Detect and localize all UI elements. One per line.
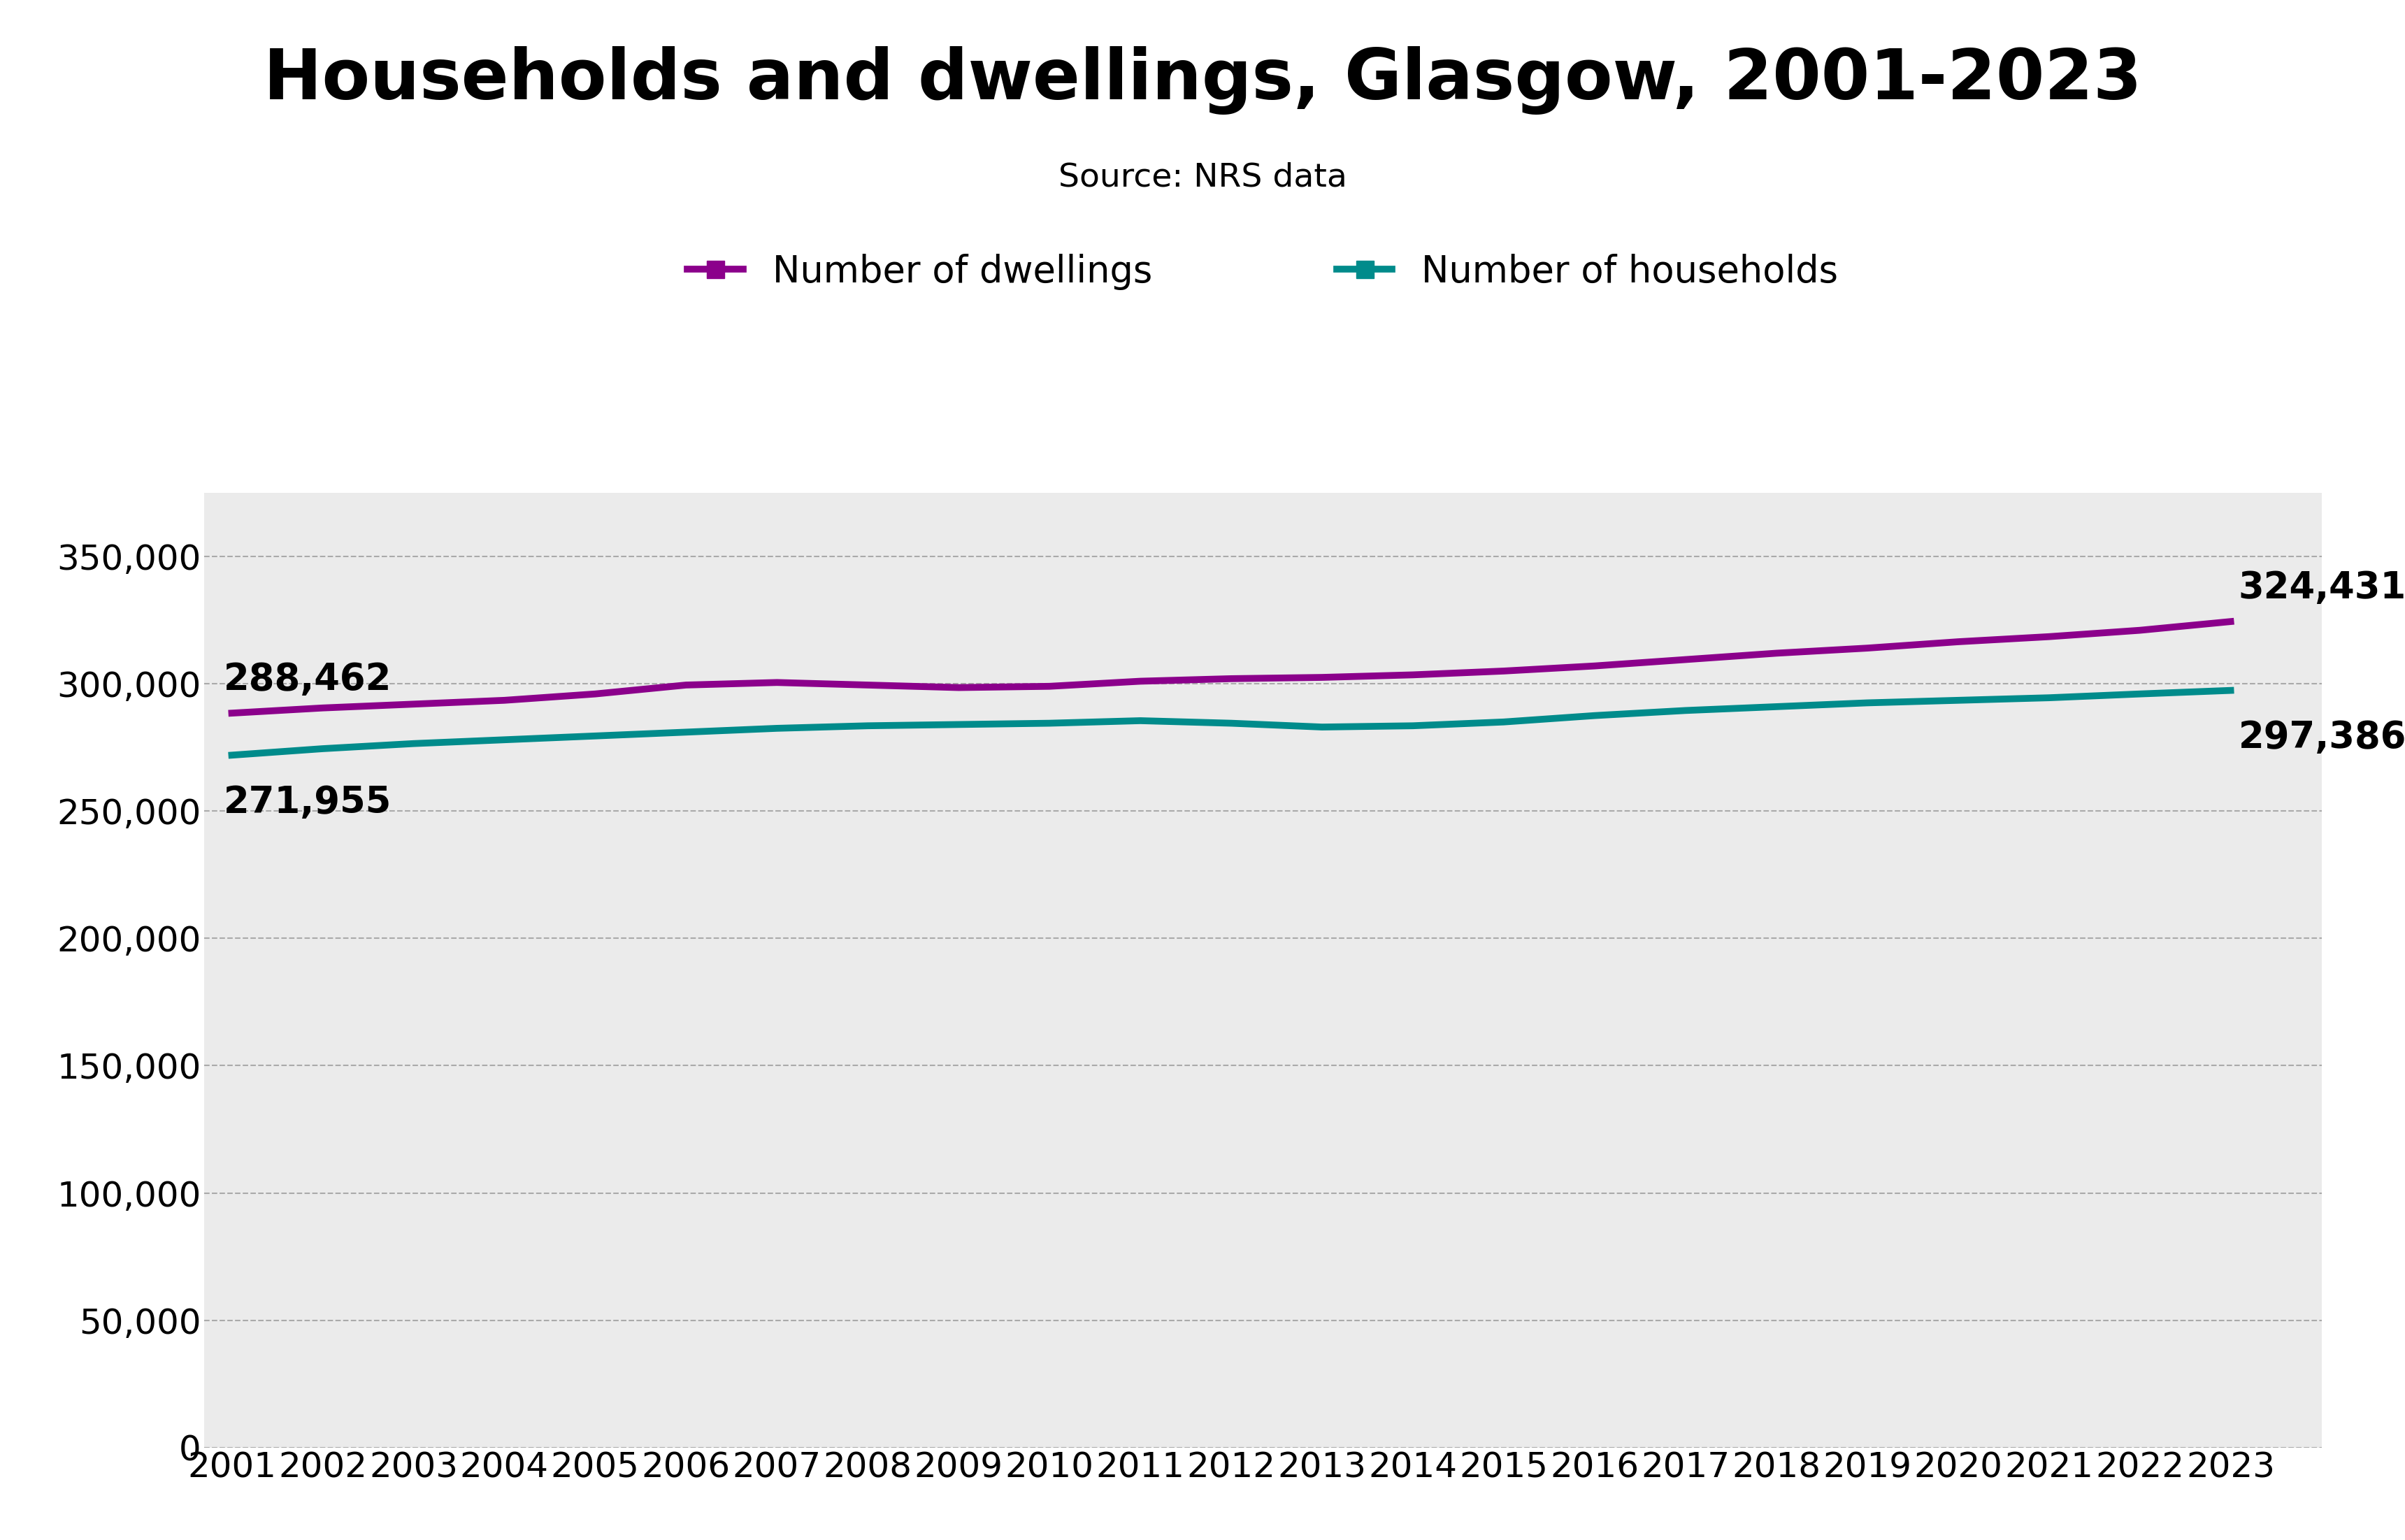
Number of households [1489,713,1518,732]
Number of dwellings [1671,650,1700,668]
Number of dwellings [854,676,883,695]
Number of dwellings [1852,639,1881,658]
Number of households [1397,716,1426,735]
Number of households [1852,693,1881,711]
Number of dwellings [762,673,791,691]
Number of households [1034,715,1063,733]
Number of households [216,745,245,764]
Line: Number of dwellings: Number of dwellings [231,622,2229,713]
Number of households [1580,707,1609,725]
Number of households [2124,685,2152,704]
Text: Source: NRS data: Source: NRS data [1058,162,1347,192]
Number of households [399,735,428,753]
Number of dwellings [1126,671,1154,690]
Number of households [762,719,791,738]
Number of dwellings [308,699,337,718]
Number of households [1308,718,1337,736]
Number of dwellings [1580,656,1609,675]
Number of dwellings [216,704,245,722]
Text: 297,386: 297,386 [2237,719,2405,756]
Number of dwellings [1397,665,1426,684]
Number of dwellings [491,691,519,710]
Text: 271,955: 271,955 [224,784,392,821]
Number of dwellings [580,685,608,704]
Number of households [2035,688,2063,707]
Number of households [2215,681,2244,699]
Number of households [491,730,519,748]
Number of households [943,715,972,733]
Text: 288,462: 288,462 [224,661,392,698]
Number of dwellings [1943,633,1972,651]
Number of dwellings [1489,662,1518,681]
Number of dwellings [2035,627,2063,645]
Number of households [1760,698,1789,716]
Number of households [1217,715,1246,733]
Number of dwellings [671,676,700,695]
Text: Households and dwellings, Glasgow, 2001-2023: Households and dwellings, Glasgow, 2001-… [265,46,2140,114]
Legend: Number of dwellings, Number of households: Number of dwellings, Number of household… [688,254,1837,290]
Number of households [671,722,700,741]
Number of dwellings [1308,668,1337,687]
Number of households [308,739,337,758]
Number of households [854,716,883,735]
Number of households [1126,711,1154,730]
Number of households [1943,691,1972,710]
Number of dwellings [1760,644,1789,662]
Line: Number of households: Number of households [231,690,2229,755]
Number of dwellings [2124,621,2152,639]
Number of households [580,727,608,745]
Number of dwellings [943,678,972,696]
Number of dwellings [399,695,428,713]
Text: 324,431: 324,431 [2237,570,2405,607]
Number of households [1671,701,1700,719]
Number of dwellings [2215,613,2244,631]
Number of dwellings [1034,678,1063,696]
Number of dwellings [1217,670,1246,688]
